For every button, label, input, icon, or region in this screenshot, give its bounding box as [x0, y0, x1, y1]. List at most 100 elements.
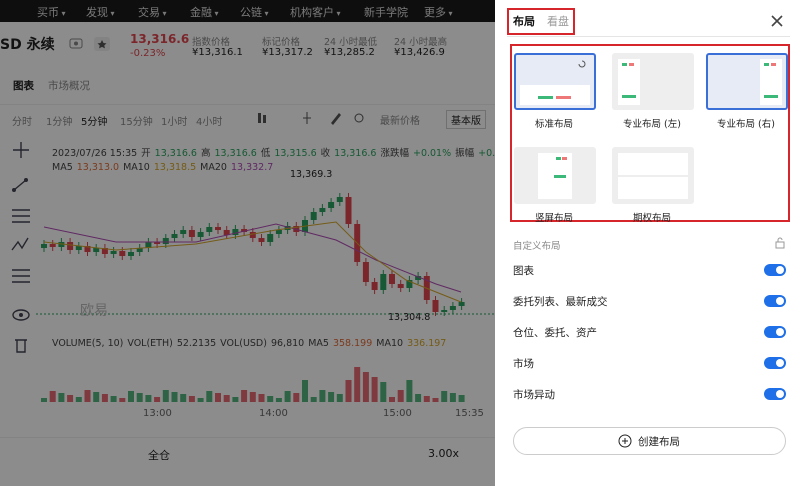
- nav-item[interactable]: 更多 ▾: [424, 6, 453, 19]
- toggle-knob: [776, 328, 784, 336]
- time-label: 14:00: [259, 408, 288, 419]
- toggle-knob: [776, 390, 784, 398]
- panel-tab[interactable]: 看盘: [547, 15, 569, 28]
- toggle[interactable]: [764, 295, 786, 307]
- panel-tab[interactable]: 布局: [513, 15, 535, 28]
- interval[interactable]: 1分钟: [46, 117, 73, 128]
- toggle[interactable]: [764, 264, 786, 276]
- module-label: 图表: [513, 265, 534, 277]
- toggle[interactable]: [764, 357, 786, 369]
- volume-bar: [310, 397, 317, 402]
- symbol-icons: [69, 37, 110, 51]
- ohlc-item: 开: [141, 148, 151, 159]
- toggle[interactable]: [764, 326, 786, 338]
- time-label: 13:00: [143, 408, 172, 419]
- module-label: 市场异动: [513, 389, 555, 401]
- volume-bar: [154, 397, 161, 402]
- volume-bar: [67, 395, 74, 402]
- volume-bar: [101, 394, 108, 402]
- volume-bar: [380, 382, 387, 402]
- volume-bar: [249, 392, 256, 402]
- module-label: 委托列表、最新成交: [513, 296, 608, 308]
- stat-value: ¥13,317.2: [262, 47, 313, 58]
- price-chart: [36, 193, 495, 402]
- time-label: 15:00: [383, 408, 412, 419]
- drawing-toolbar: [11, 142, 30, 353]
- caret: ▾: [334, 9, 341, 18]
- volume-bar: [302, 380, 308, 402]
- divider: [0, 437, 495, 438]
- nav-item[interactable]: 交易 ▾: [138, 6, 167, 19]
- layout-card[interactable]: [514, 53, 596, 110]
- interval[interactable]: 分时: [12, 117, 32, 128]
- volume-bar: [162, 390, 169, 402]
- chart-tab[interactable]: 图表: [13, 80, 34, 92]
- nav-item[interactable]: 新手学院: [364, 6, 408, 19]
- watermark: 欧易: [80, 303, 108, 319]
- candle: [328, 202, 335, 208]
- candle: [171, 234, 178, 238]
- create-button[interactable]: 创建布局: [513, 427, 786, 455]
- volume-item-value: 52.2135: [176, 338, 217, 349]
- plus-icon: [618, 434, 632, 448]
- layout-card[interactable]: [612, 53, 694, 110]
- candle: [389, 274, 395, 284]
- chart-tab[interactable]: 市场概况: [48, 80, 90, 92]
- toggle-knob: [776, 359, 784, 367]
- volume-label: VOLUME(5, 10): [52, 338, 124, 349]
- candle: [441, 310, 448, 312]
- volume-bar: [458, 395, 465, 402]
- layout-card[interactable]: [514, 147, 596, 204]
- volume-bar: [215, 393, 221, 402]
- ma-value: 13,313.0: [76, 162, 120, 173]
- ohlc-item: 高: [200, 148, 211, 159]
- volume-bar: [171, 392, 178, 402]
- margin-mode[interactable]: 全仓: [148, 449, 170, 462]
- interval[interactable]: 5分钟: [81, 117, 108, 128]
- lock-icon[interactable]: [774, 237, 786, 249]
- stat-value: ¥13,285.2: [324, 47, 375, 58]
- volume-bar: [328, 392, 335, 402]
- nav-item[interactable]: 公链 ▾: [240, 6, 269, 19]
- volume-bar: [267, 396, 274, 402]
- nav-item[interactable]: 金融 ▾: [190, 6, 219, 19]
- candle: [362, 262, 369, 282]
- candle: [180, 230, 187, 234]
- volume-bar: [397, 390, 404, 402]
- time-label: 15:35: [455, 408, 484, 419]
- leverage[interactable]: 3.00x: [428, 447, 460, 460]
- highlight-box: [507, 8, 575, 35]
- candle: [258, 238, 265, 242]
- volume-item-value: 358.199: [332, 338, 373, 349]
- volume-item-label: MA5: [308, 338, 329, 349]
- highlight-box: [510, 44, 790, 222]
- interval[interactable]: 4小时: [196, 117, 223, 128]
- version-button[interactable]: 基本版: [446, 110, 486, 129]
- close-button[interactable]: [770, 14, 784, 28]
- candle: [449, 306, 456, 310]
- nav-item[interactable]: 发现 ▾: [86, 6, 115, 19]
- price-type: 最新价格: [380, 116, 420, 127]
- layout-card[interactable]: [706, 53, 788, 110]
- modal-overlay[interactable]: [0, 0, 495, 486]
- volume-bar: [449, 393, 456, 402]
- volume-bar: [110, 396, 117, 402]
- layout-card[interactable]: [612, 147, 694, 204]
- toggle[interactable]: [764, 388, 786, 400]
- nav-item[interactable]: 买币 ▾: [37, 6, 66, 19]
- candle: [119, 251, 126, 256]
- interval[interactable]: 15分钟: [120, 117, 153, 128]
- caret: ▾: [446, 9, 453, 18]
- ohlc-item: +0.01%: [478, 148, 495, 159]
- toggle-knob: [776, 297, 784, 305]
- ohlc-item: +0.01%: [412, 148, 452, 159]
- nav-item[interactable]: 机构客户 ▾: [290, 6, 341, 19]
- card-preview: [618, 153, 688, 199]
- candle: [371, 282, 378, 290]
- volume-bar: [284, 391, 291, 402]
- layout-label: 标准布局: [534, 119, 573, 130]
- ma-line: MA5 13,313.0 MA10 13,318.5 MA20 13,332.7: [52, 162, 277, 173]
- volume-bar: [188, 396, 195, 402]
- interval[interactable]: 1小时: [161, 117, 188, 128]
- candle: [75, 246, 82, 250]
